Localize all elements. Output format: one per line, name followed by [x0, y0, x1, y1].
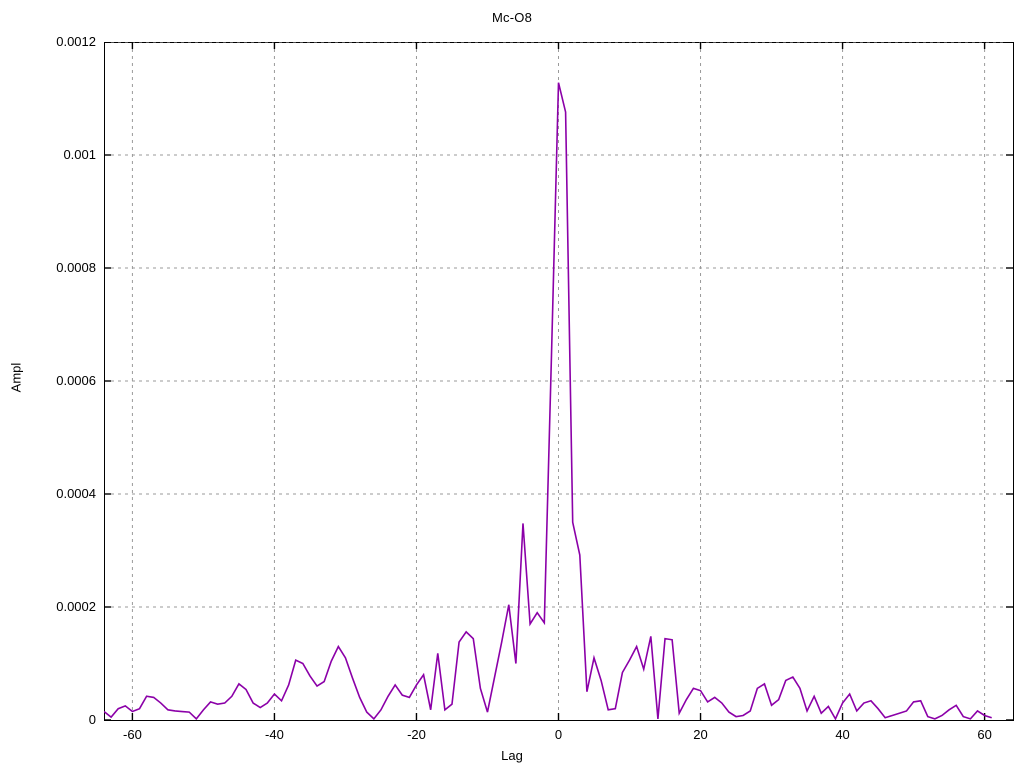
axis-ticks: [104, 42, 1013, 720]
x-tick-label: 0: [554, 727, 563, 742]
x-tick-label: 60: [977, 727, 992, 742]
x-tick-label: -60: [123, 727, 142, 742]
y-tick-label: 0.0012: [56, 34, 96, 49]
y-axis-tick-labels: 0 0.0002 0.0004 0.0006 0.0008 0.001 0.0012: [0, 0, 96, 768]
data-series: [104, 83, 992, 719]
y-tick-label: 0.0002: [56, 599, 96, 614]
chart-title: Mc-O8: [492, 10, 532, 25]
chart-plot: [104, 42, 1013, 720]
y-axis-title: Ampl: [8, 362, 24, 393]
y-tick-label: 0.0008: [56, 260, 96, 275]
series-line: [104, 83, 992, 719]
y-tick-label: 0: [88, 712, 96, 727]
x-tick-label: -40: [265, 727, 284, 742]
x-axis-title: Lag: [501, 748, 523, 763]
x-tick-label: -20: [407, 727, 426, 742]
gridlines: [104, 42, 1013, 720]
y-tick-label: 0.0004: [56, 486, 96, 501]
x-tick-label: 40: [835, 727, 850, 742]
y-tick-label: 0.0006: [56, 373, 96, 388]
x-tick-label: 20: [693, 727, 708, 742]
y-tick-label: 0.001: [63, 147, 96, 162]
